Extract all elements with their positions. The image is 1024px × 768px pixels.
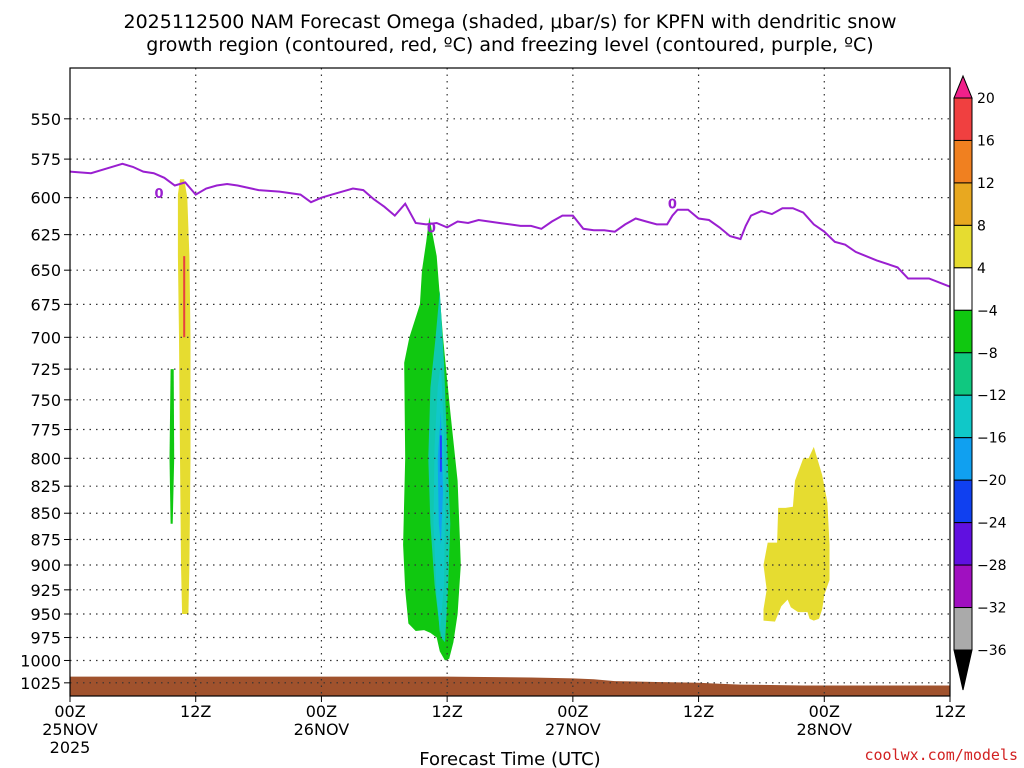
y-tick-label: 825 — [30, 477, 61, 496]
y-tick-label: 700 — [30, 328, 61, 347]
x-tick-label: 2025 — [50, 738, 91, 757]
y-tick-label: 600 — [30, 189, 61, 208]
colorbar-swatch — [953, 267, 973, 311]
freezing-level-label: 0 — [427, 221, 436, 236]
x-tick-label: 00Z — [54, 702, 85, 721]
colorbar: 20 16 12 8 4 −4 −8 −12 −16 −20 −24 −28 −32 −36 — [953, 74, 1007, 691]
y-tick-label: 975 — [30, 629, 61, 648]
y-tick-label: 675 — [30, 295, 61, 314]
colorbar-label: 4 — [977, 261, 986, 277]
y-tick-label: 625 — [30, 226, 61, 245]
colorbar-label: −32 — [977, 601, 1007, 617]
y-tick-label: 925 — [30, 581, 61, 600]
colorbar-label: −4 — [977, 303, 998, 319]
colorbar-label: −20 — [977, 473, 1007, 489]
x-tick-label: 00Z — [809, 702, 840, 721]
colorbar-label: −28 — [977, 558, 1007, 574]
chart-title-line-2: growth region (contoured, red, ºC) and f… — [146, 34, 873, 56]
plot-area: 0 0 0 — [69, 67, 951, 697]
y-tick-label: 575 — [30, 150, 61, 169]
colorbar-label: −12 — [977, 388, 1007, 404]
surface-pressure-area — [70, 676, 950, 696]
x-tick-label: 00Z — [557, 702, 588, 721]
x-tick-label: 00Z — [306, 702, 337, 721]
x-tick-label: 12Z — [683, 702, 714, 721]
x-tick-label: 26NOV — [294, 720, 350, 739]
colorbar-swatch — [953, 394, 973, 439]
y-tick-label: 900 — [30, 556, 61, 575]
freezing-level-line — [70, 162, 950, 288]
y-tick-label: 1000 — [20, 651, 61, 670]
y-tick-label: 850 — [30, 504, 61, 523]
colorbar-label: 20 — [977, 91, 995, 107]
freezing-level-label: 0 — [155, 187, 164, 202]
colorbar-label: −24 — [977, 516, 1007, 532]
colorbar-swatch — [953, 309, 973, 354]
colorbar-swatch — [953, 522, 973, 566]
freezing-level-label: 0 — [668, 198, 677, 213]
y-tick-label: 950 — [30, 605, 61, 624]
x-tick-label: 28NOV — [796, 720, 852, 739]
credit-label: coolwx.com/models — [864, 746, 1018, 764]
colorbar-swatch — [953, 437, 973, 481]
colorbar-swatch — [953, 182, 973, 226]
colorbar-label: −8 — [977, 346, 998, 362]
x-tick-label: 27NOV — [545, 720, 601, 739]
plot-frame — [69, 67, 951, 697]
colorbar-swatch — [953, 564, 973, 609]
omega-region-lift-28nov — [763, 446, 830, 622]
y-tick-label: 1025 — [20, 674, 61, 693]
y-tick-label: 550 — [30, 110, 61, 129]
omega-region-weak-lift-early-hours — [177, 179, 191, 615]
x-tick-label: 12Z — [431, 702, 462, 721]
y-tick-label: 800 — [30, 449, 61, 468]
colorbar-swatch — [953, 352, 973, 396]
y-tick-label: 750 — [30, 391, 61, 410]
colorbar-top-triangle — [953, 74, 973, 99]
y-tick-label: 775 — [30, 421, 61, 440]
x-tick-label: 12Z — [934, 702, 965, 721]
x-tick-label: 12Z — [180, 702, 211, 721]
x-axis-title: Forecast Time (UTC) — [419, 749, 600, 768]
colorbar-label: −36 — [977, 643, 1007, 659]
colorbar-bottom-triangle — [953, 649, 973, 691]
omega-region-weak-sink-early-hours — [169, 369, 175, 524]
colorbar-label: −16 — [977, 431, 1007, 447]
chart-title-line-1: 2025112500 NAM Forecast Omega (shaded, μ… — [123, 11, 896, 33]
plot-inner: 0 0 0 — [70, 68, 950, 696]
colorbar-swatch — [953, 139, 973, 184]
colorbar-swatch — [953, 607, 973, 651]
colorbar-swatch — [953, 224, 973, 269]
colorbar-label: 12 — [977, 176, 995, 192]
y-tick-label: 875 — [30, 530, 61, 549]
y-axis: 550 575 600 625 650 675 700 725 750 775 800 825 850 8… — [20, 110, 70, 693]
y-tick-label: 725 — [30, 360, 61, 379]
colorbar-label: 8 — [977, 218, 986, 234]
x-tick-label: 25NOV — [42, 720, 98, 739]
colorbar-swatch — [953, 479, 973, 524]
colorbar-label: 16 — [977, 133, 995, 149]
y-tick-label: 650 — [30, 261, 61, 280]
colorbar-swatch — [953, 97, 973, 141]
